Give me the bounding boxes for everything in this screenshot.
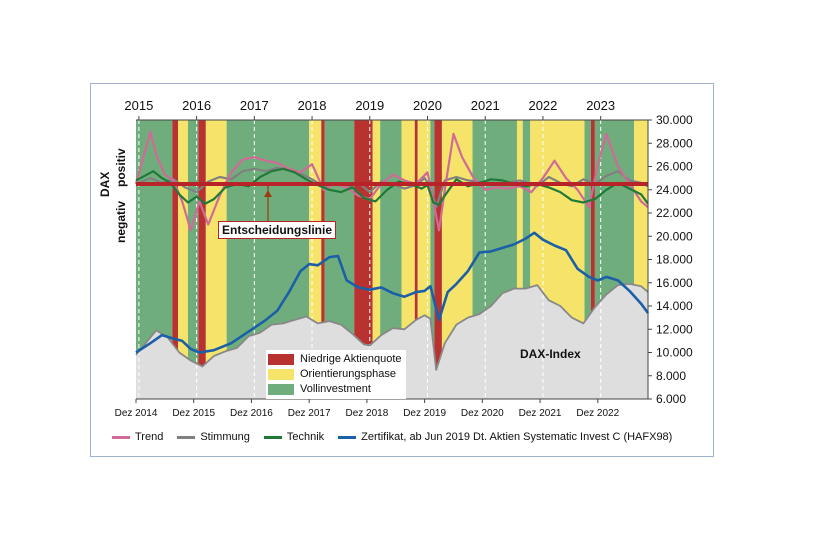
phase-band xyxy=(434,120,442,399)
bottom-axis-label: Dez 2014 xyxy=(115,408,158,419)
top-year-label: 2017 xyxy=(240,98,269,113)
bottom-axis-label: Dez 2018 xyxy=(345,408,388,419)
right-tick-label: 26.000 xyxy=(656,160,693,174)
phase-band xyxy=(178,120,188,399)
phase-band xyxy=(198,120,206,399)
legend-item-stimmung: Stimmung xyxy=(177,431,250,443)
series-legend: Trend Stimmung Technik Zertifikat, ab Ju… xyxy=(112,429,686,445)
phase-swatch-yellow xyxy=(268,369,294,380)
right-tick-label: 22.000 xyxy=(656,206,693,220)
bottom-axis-label: Dez 2020 xyxy=(461,408,504,419)
legend-item-technik: Technik xyxy=(263,431,325,443)
phase-legend-item: Orientierungsphase xyxy=(268,367,402,382)
right-tick-label: 16.000 xyxy=(656,276,693,290)
phase-legend-label: Vollinvestment xyxy=(300,383,371,395)
phase-band xyxy=(516,120,523,399)
legend-item-trend: Trend xyxy=(112,431,163,443)
legend-label: Zertifikat, ab Jun 2019 Dt. Aktien Syste… xyxy=(361,431,673,443)
phase-band xyxy=(414,120,418,399)
legend-label: Stimmung xyxy=(200,431,250,443)
dax-index-label: DAX-Index xyxy=(520,347,581,361)
right-tick-label: 18.000 xyxy=(656,253,693,267)
legend-swatch xyxy=(112,435,130,439)
decision-line-label: Entscheidungslinie xyxy=(218,221,337,239)
phase-band xyxy=(430,120,435,399)
phase-legend-item: Vollinvestment xyxy=(268,382,402,397)
decision-arrow-head xyxy=(264,190,272,197)
phase-legend-item: Niedrige Aktienquote xyxy=(268,352,402,367)
legend-label: Trend xyxy=(135,431,164,443)
phase-band xyxy=(522,120,531,399)
decision-line-group xyxy=(136,181,648,222)
phase-band xyxy=(372,120,381,399)
right-tick-label: 14.000 xyxy=(656,299,693,313)
legend-swatch xyxy=(338,435,357,439)
bottom-axis-label: Dez 2015 xyxy=(172,408,215,419)
phase-legend: Niedrige Aktienquote Orientierungsphase … xyxy=(266,350,406,399)
bottom-axis-label: Dez 2021 xyxy=(519,408,562,419)
negative-label: negativ xyxy=(114,200,128,243)
series-line-dax-index xyxy=(135,283,649,371)
phase-band xyxy=(584,120,591,399)
top-year-label: 2019 xyxy=(355,98,384,113)
top-year-label: 2020 xyxy=(413,98,442,113)
legend-swatch xyxy=(263,435,282,439)
phase-legend-label: Niedrige Aktienquote xyxy=(300,353,402,365)
top-year-label: 2015 xyxy=(124,98,153,113)
top-year-label: 2023 xyxy=(586,98,615,113)
dax-area xyxy=(136,283,648,399)
phase-swatch-red xyxy=(268,354,294,365)
right-tick-label: 10.000 xyxy=(656,346,693,360)
bottom-axis-label: Dez 2016 xyxy=(230,408,273,419)
bottom-axis-label: Dez 2022 xyxy=(576,408,619,419)
phase-band xyxy=(187,120,199,399)
top-year-label: 2016 xyxy=(182,98,211,113)
series-line-trend xyxy=(134,130,649,232)
phase-band xyxy=(321,120,325,399)
axes: 2015 2016 2017 2018 2019 2020 2021 2022 2023 Dez … xyxy=(115,98,693,419)
left-axis-labels: DAX positiv negativ xyxy=(98,135,136,245)
bottom-axis-label: Dez 2017 xyxy=(288,408,331,419)
right-tick-label: 30.000 xyxy=(656,113,693,127)
right-tick-label: 24.000 xyxy=(656,183,693,197)
bottom-axis-label: Dez 2019 xyxy=(403,408,446,419)
legend-label: Technik xyxy=(286,431,325,443)
right-tick-label: 20.000 xyxy=(656,229,693,243)
phase-legend-label: Orientierungsphase xyxy=(300,368,397,380)
dax-axis-label: DAX xyxy=(98,171,112,197)
dax-area-fill xyxy=(136,283,648,399)
right-tick-label: 28.000 xyxy=(656,136,693,150)
series-line-zertifikat xyxy=(135,231,650,354)
top-year-label: 2021 xyxy=(471,98,500,113)
top-year-label: 2022 xyxy=(528,98,557,113)
phase-band xyxy=(172,120,179,399)
phase-swatch-green xyxy=(268,384,294,395)
right-tick-label: 6.000 xyxy=(656,392,686,406)
positive-label: positiv xyxy=(114,148,128,187)
phase-band xyxy=(590,120,595,399)
right-tick-label: 8.000 xyxy=(656,369,686,383)
right-tick-label: 12.000 xyxy=(656,322,693,336)
top-year-label: 2018 xyxy=(298,98,327,113)
legend-swatch xyxy=(177,435,196,439)
legend-item-zertifikat: Zertifikat, ab Jun 2019 Dt. Aktien Syste… xyxy=(338,431,672,443)
